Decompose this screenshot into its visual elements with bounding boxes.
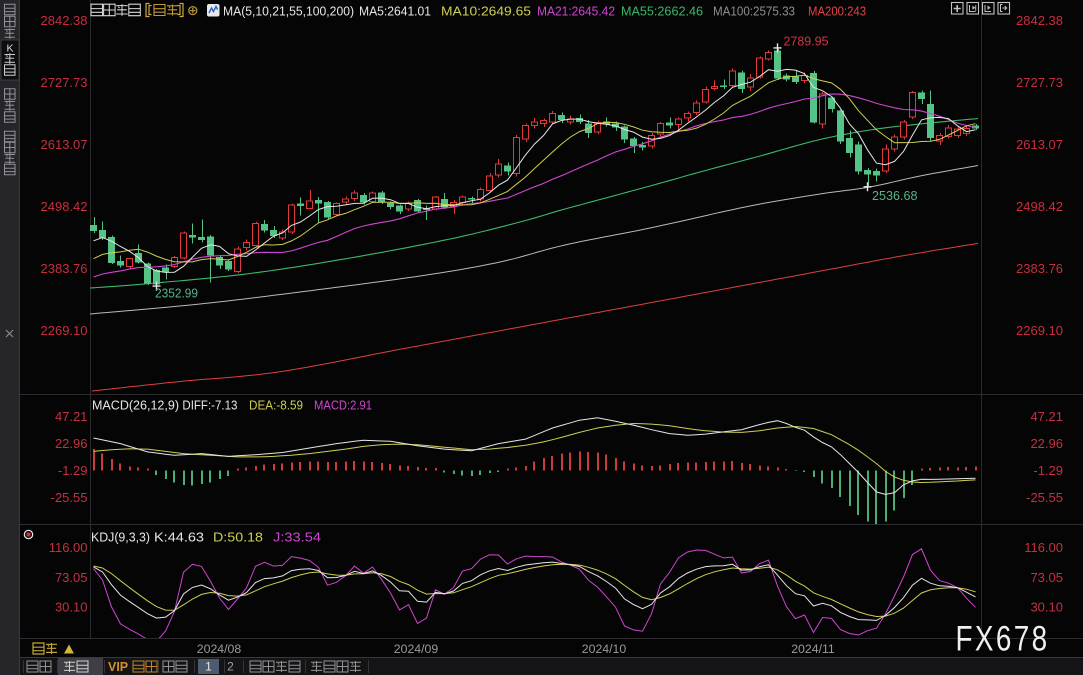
svg-text:2613.07: 2613.07	[1016, 137, 1063, 152]
svg-text:2727.73: 2727.73	[1016, 75, 1063, 90]
svg-text:47.21: 47.21	[1030, 409, 1063, 424]
svg-text:MACD(26,12,9): MACD(26,12,9)	[92, 397, 179, 412]
svg-text:2383.76: 2383.76	[1016, 261, 1063, 276]
svg-text:2024/10: 2024/10	[582, 642, 627, 656]
svg-text:MA10:2649.65: MA10:2649.65	[441, 3, 531, 18]
svg-text:MACD:2.91: MACD:2.91	[314, 397, 372, 412]
svg-text:116.00: 116.00	[1024, 540, 1063, 555]
svg-text:22.96: 22.96	[55, 436, 88, 451]
svg-text:2352.99: 2352.99	[155, 286, 198, 301]
svg-text:2: 2	[227, 660, 234, 674]
svg-text:KDJ(9,3,3): KDJ(9,3,3)	[91, 529, 150, 544]
svg-text:2842.38: 2842.38	[1016, 13, 1063, 28]
svg-text:J:33.54: J:33.54	[273, 529, 321, 544]
svg-text:FX678: FX678	[956, 619, 1050, 658]
svg-text:-25.55: -25.55	[1026, 490, 1063, 505]
svg-text:2789.95: 2789.95	[784, 33, 829, 48]
svg-text:30.10: 30.10	[55, 599, 88, 614]
svg-text:MA5:2641.01: MA5:2641.01	[359, 3, 431, 18]
svg-text:22.96: 22.96	[1030, 436, 1063, 451]
svg-text:2613.07: 2613.07	[41, 137, 88, 152]
svg-text:-1.29: -1.29	[1033, 463, 1063, 478]
svg-text:2024/08: 2024/08	[197, 642, 242, 656]
svg-text:-1.29: -1.29	[58, 463, 88, 478]
svg-text:MA(5,10,21,55,100,200): MA(5,10,21,55,100,200)	[223, 3, 354, 18]
svg-text:K: K	[6, 43, 13, 55]
svg-text:30.10: 30.10	[1030, 599, 1063, 614]
svg-text:1: 1	[205, 660, 212, 674]
svg-text:D:50.18: D:50.18	[213, 529, 263, 544]
svg-text:47.21: 47.21	[55, 409, 88, 424]
svg-text:2383.76: 2383.76	[41, 261, 88, 276]
svg-text:2842.38: 2842.38	[41, 13, 88, 28]
svg-text:2269.10: 2269.10	[41, 323, 88, 338]
svg-text:2269.10: 2269.10	[1016, 323, 1063, 338]
svg-text:MA21:2645.42: MA21:2645.42	[537, 3, 615, 18]
svg-text:K:44.63: K:44.63	[154, 529, 204, 544]
svg-text:MA55:2662.46: MA55:2662.46	[621, 3, 703, 18]
svg-text:MA200:243: MA200:243	[808, 3, 866, 18]
svg-text:MA100:2575.33: MA100:2575.33	[713, 3, 795, 18]
svg-text:2498.42: 2498.42	[41, 199, 88, 214]
svg-text:73.05: 73.05	[1030, 570, 1063, 585]
svg-text:73.05: 73.05	[55, 570, 88, 585]
svg-text:2498.42: 2498.42	[1016, 199, 1063, 214]
svg-text:DEA:-8.59: DEA:-8.59	[249, 397, 303, 412]
svg-text:2024/11: 2024/11	[791, 642, 835, 656]
svg-text:2727.73: 2727.73	[41, 75, 88, 90]
svg-text:2536.68: 2536.68	[872, 188, 918, 203]
svg-text:DIFF:-7.13: DIFF:-7.13	[182, 397, 237, 412]
svg-text:-25.55: -25.55	[51, 490, 88, 505]
svg-text:116.00: 116.00	[49, 540, 88, 555]
svg-text:VIP: VIP	[108, 660, 128, 674]
svg-text:2024/09: 2024/09	[394, 642, 439, 656]
